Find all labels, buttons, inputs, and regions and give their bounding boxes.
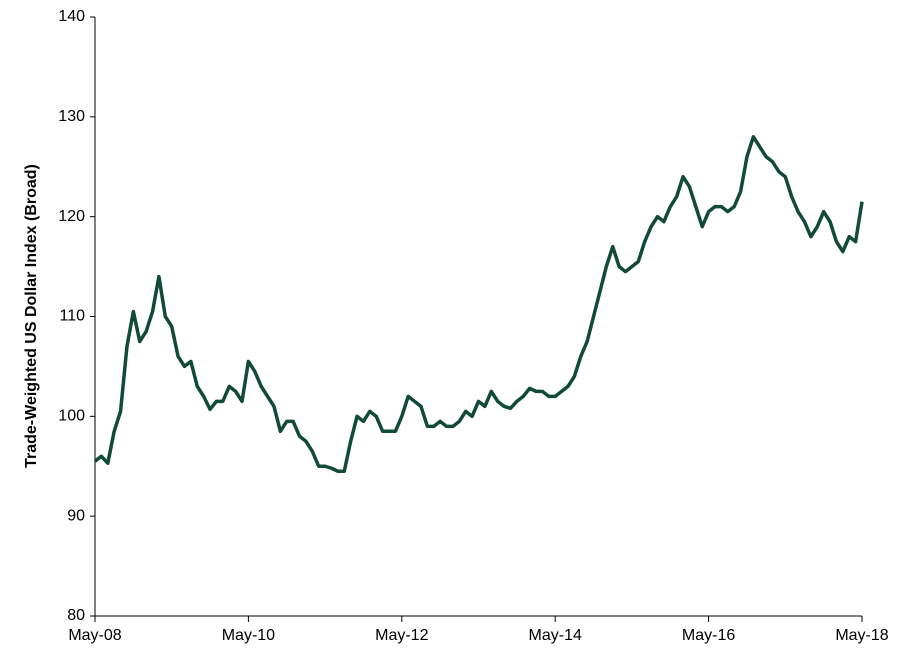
x-tick-label: May-14: [529, 627, 582, 644]
y-tick-label: 130: [58, 108, 85, 125]
data-line: [93, 135, 864, 473]
y-tick-label: 80: [67, 607, 85, 624]
y-axis-label: Trade-Weighted US Dollar Index (Broad): [23, 164, 40, 468]
y-tick-label: 90: [67, 507, 85, 524]
y-tick-label: 120: [58, 208, 85, 225]
y-tick-label: 110: [59, 308, 85, 325]
y-tick-label: 140: [58, 8, 85, 25]
x-tick-label: May-08: [68, 627, 121, 644]
x-tick-label: May-10: [222, 627, 275, 644]
x-tick-label: May-18: [835, 627, 888, 644]
y-tick-label: 100: [58, 408, 85, 425]
x-tick-label: May-12: [375, 627, 428, 644]
x-tick-label: May-16: [682, 627, 735, 644]
